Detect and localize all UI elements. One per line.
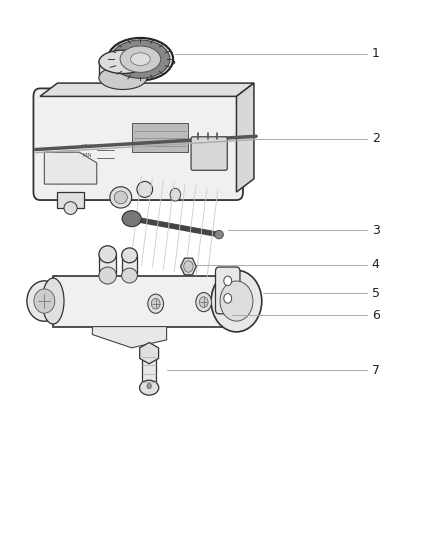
Ellipse shape [111, 40, 170, 78]
Ellipse shape [64, 201, 77, 214]
Bar [142, 353, 156, 390]
Ellipse shape [42, 278, 64, 324]
Ellipse shape [114, 191, 127, 204]
Ellipse shape [122, 248, 138, 263]
Bar [122, 255, 138, 276]
Ellipse shape [122, 268, 138, 283]
Ellipse shape [99, 267, 117, 284]
Ellipse shape [211, 270, 262, 332]
Text: 6: 6 [372, 309, 380, 322]
Bar [57, 192, 84, 208]
Ellipse shape [122, 211, 141, 227]
Ellipse shape [199, 297, 208, 308]
Ellipse shape [148, 294, 163, 313]
Ellipse shape [106, 57, 175, 68]
Ellipse shape [110, 187, 132, 208]
Text: 3: 3 [372, 224, 380, 237]
Bar [53, 276, 237, 327]
Bar [99, 254, 117, 276]
Ellipse shape [196, 293, 212, 312]
Ellipse shape [34, 289, 55, 313]
Ellipse shape [99, 246, 117, 263]
Ellipse shape [131, 53, 150, 66]
Text: 7: 7 [372, 364, 380, 377]
Text: 1: 1 [372, 47, 380, 60]
Polygon shape [237, 83, 254, 192]
Polygon shape [44, 152, 97, 184]
Ellipse shape [108, 38, 173, 80]
FancyBboxPatch shape [215, 267, 240, 314]
Text: MIN: MIN [83, 154, 92, 158]
Ellipse shape [140, 380, 159, 395]
Text: MAX: MAX [81, 144, 92, 149]
Bar [132, 123, 188, 152]
FancyBboxPatch shape [191, 137, 227, 170]
Ellipse shape [27, 281, 62, 321]
Text: 4: 4 [372, 259, 380, 271]
Polygon shape [40, 83, 254, 96]
Ellipse shape [184, 261, 193, 272]
Ellipse shape [99, 50, 147, 74]
Ellipse shape [151, 298, 160, 309]
Ellipse shape [120, 46, 161, 72]
Ellipse shape [137, 181, 152, 197]
Ellipse shape [147, 383, 151, 389]
Bar [99, 62, 147, 78]
Ellipse shape [99, 66, 147, 90]
Text: 2: 2 [372, 132, 380, 146]
Ellipse shape [170, 188, 180, 201]
Polygon shape [140, 343, 159, 364]
Ellipse shape [220, 281, 253, 321]
Text: 5: 5 [372, 287, 380, 300]
Ellipse shape [215, 230, 223, 239]
FancyBboxPatch shape [33, 88, 243, 200]
Polygon shape [92, 327, 166, 348]
Polygon shape [180, 258, 196, 275]
Ellipse shape [224, 294, 232, 303]
Ellipse shape [224, 276, 232, 286]
